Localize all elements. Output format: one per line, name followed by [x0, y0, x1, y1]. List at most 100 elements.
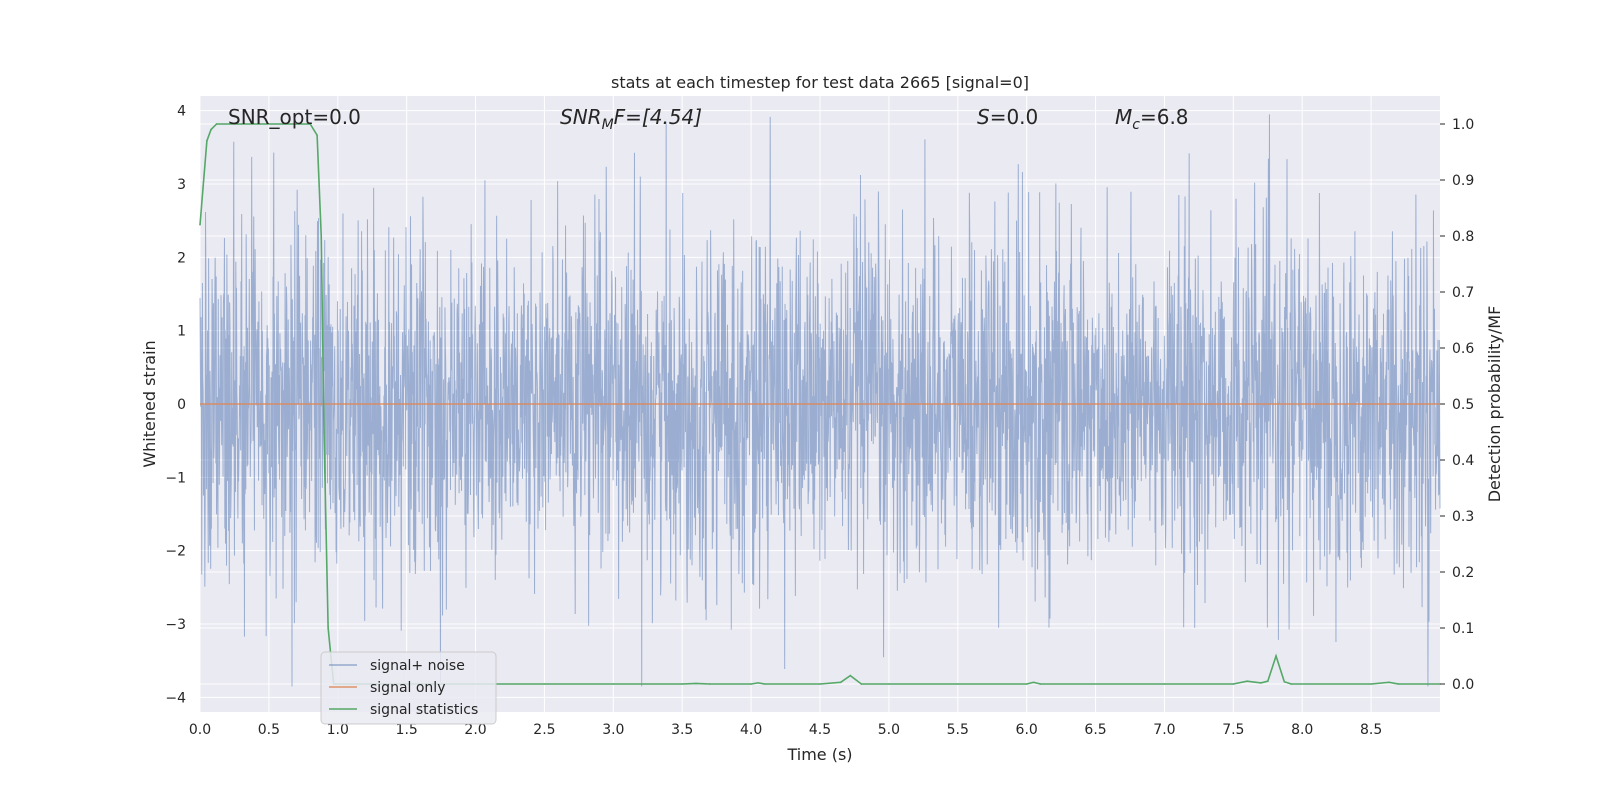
x-tick-label: 0.0	[189, 722, 211, 738]
x-axis-ticks: 0.0 0.5 1.0 1.5 2.0 2.5 3.0 3.5 4.0 4.5 5.0 5.5 6.0 6…	[189, 722, 1382, 738]
signal-statistics-point	[839, 681, 842, 684]
signal-statistics-point	[215, 123, 218, 125]
y-tick-label: 4	[177, 104, 186, 120]
signal-statistics-point	[860, 683, 863, 685]
signal-statistics-point	[849, 674, 852, 677]
x-tick-label: 5.5	[947, 722, 969, 738]
x-tick-label: 5.0	[878, 722, 900, 738]
y2-axis-ticks: 0.0 0.1 0.2 0.3 0.4 0.5 0.6 0.7 0.8 0.9 1.0	[1440, 117, 1474, 693]
mc-subscript: c	[1132, 117, 1140, 133]
y2-tick-label: 0.1	[1452, 621, 1474, 637]
y-tick-label: 3	[177, 177, 186, 193]
y-tick-label: −3	[165, 617, 186, 633]
y2-axis-label: Detection probability/MF	[1485, 306, 1504, 503]
signal-statistics-point	[281, 123, 284, 125]
x-tick-label: 1.0	[327, 722, 349, 738]
signal-statistics-point	[543, 683, 546, 685]
x-tick-label: 8.5	[1360, 722, 1382, 738]
x-tick-label: 4.5	[809, 722, 831, 738]
y2-tick-label: 0.8	[1452, 229, 1474, 245]
signal-statistics-point	[327, 627, 329, 629]
y-tick-label: −2	[165, 544, 186, 560]
signal-statistics-point	[708, 683, 711, 685]
signal-statistics-point	[1283, 680, 1286, 683]
y2-tick-label: 0.3	[1452, 509, 1474, 525]
x-tick-label: 7.5	[1222, 722, 1244, 738]
y2-tick-label: 0.9	[1452, 173, 1474, 189]
y2-tick-label: 0.4	[1452, 453, 1474, 469]
signal-noise-line	[199, 114, 1441, 687]
signal-statistics-point	[681, 683, 684, 685]
signal-noise-series	[199, 114, 1441, 687]
legend: signal+ noise signal only signal statist…	[320, 651, 497, 725]
signal-statistics-point	[1275, 655, 1277, 657]
signal-statistics-point	[695, 682, 697, 685]
mc-symbol: M	[1115, 105, 1132, 129]
signal-statistics-point	[1246, 680, 1248, 682]
mc-annotation: Mc=6.8	[1115, 105, 1189, 133]
x-tick-label: 2.5	[533, 722, 555, 738]
y-tick-label: 2	[177, 250, 186, 266]
signal-statistics-point	[309, 123, 312, 125]
x-tick-label: 8.0	[1291, 722, 1313, 738]
y2-tick-label: 0.0	[1452, 677, 1474, 693]
signal-statistics-series	[199, 123, 1441, 685]
signal-statistics-point	[199, 224, 201, 226]
x-tick-label: 6.5	[1084, 722, 1106, 738]
s-symbol: S	[977, 105, 990, 129]
x-tick-label: 4.0	[740, 722, 762, 738]
signal-statistics-point	[888, 683, 890, 685]
signal-statistics-point	[1397, 683, 1400, 685]
signal-statistics-point	[819, 683, 821, 685]
x-tick-label: 1.5	[396, 722, 418, 738]
signal-statistics-line	[199, 123, 1440, 685]
x-tick-label: 6.0	[1016, 722, 1038, 738]
x-tick-label: 2.0	[464, 722, 486, 738]
snr-mf-symbol: SNR	[560, 105, 602, 129]
snr-mf-annotation: SNRMF=[4.54]	[560, 105, 702, 133]
y-tick-label: 0	[177, 397, 186, 413]
signal-statistics-point	[764, 683, 766, 685]
signal-statistics-point	[757, 682, 759, 684]
x-tick-label: 3.5	[671, 722, 693, 738]
signal-statistics-point	[206, 140, 208, 142]
snr-mf-value: F=[4.54]	[614, 105, 702, 129]
signal-statistics-point	[1039, 683, 1042, 685]
signal-statistics-point	[323, 431, 325, 433]
s-annotation: S=0.0	[977, 105, 1038, 129]
y-axis-ticks: −4 −3 −2 −1 0 1 2 3 4	[165, 104, 186, 707]
y2-tick-label: 0.7	[1452, 285, 1474, 301]
x-axis-label: Time (s)	[786, 745, 852, 764]
snr-mf-subscript: M	[602, 117, 614, 133]
signal-statistics-point	[750, 683, 752, 685]
x-tick-label: 7.0	[1153, 722, 1175, 738]
signal-statistics-point	[1388, 681, 1390, 684]
legend-label-stats: signal statistics	[370, 702, 478, 718]
signal-statistics-point	[1032, 681, 1035, 684]
y-tick-label: −1	[165, 470, 186, 486]
s-value: =0.0	[990, 105, 1039, 129]
signal-statistics-point	[1232, 683, 1235, 685]
signal-statistics-point	[240, 123, 243, 125]
legend-label-noise: signal+ noise	[370, 658, 465, 674]
legend-label-signal: signal only	[370, 680, 445, 696]
signal-statistics-point	[210, 128, 212, 131]
chart-title: stats at each timestep for test data 266…	[611, 73, 1029, 92]
signal-statistics-point	[1266, 680, 1269, 682]
signal-statistics-point	[1290, 683, 1292, 685]
x-tick-label: 0.5	[258, 722, 280, 738]
signal-statistics-point	[1025, 683, 1028, 685]
y2-tick-label: 0.5	[1452, 397, 1474, 413]
y-tick-label: 1	[177, 324, 186, 340]
signal-statistics-point	[1163, 683, 1166, 685]
mc-value: =6.8	[1140, 105, 1189, 129]
y-axis-label: Whitened strain	[140, 340, 159, 467]
snr-opt-annotation: SNR_opt=0.0	[228, 105, 361, 129]
y-tick-label: −4	[165, 690, 186, 706]
signal-statistics-point	[956, 683, 959, 685]
signal-statistics-point	[320, 235, 323, 237]
signal-statistics-point	[316, 134, 318, 136]
signal-statistics-point	[1260, 682, 1262, 684]
signal-statistics-point	[612, 683, 615, 685]
